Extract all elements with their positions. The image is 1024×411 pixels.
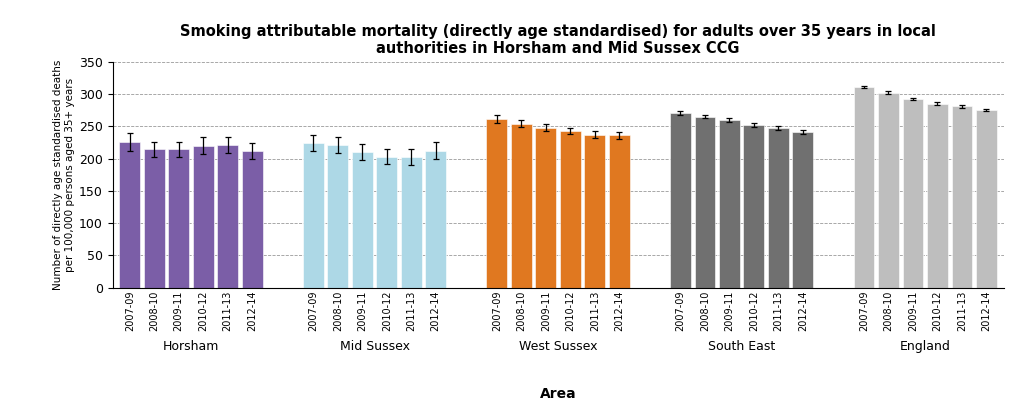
Bar — [902, 99, 924, 288]
Bar — [217, 145, 238, 288]
Bar — [486, 119, 507, 288]
Bar — [879, 92, 899, 288]
Bar — [120, 142, 140, 288]
Text: Horsham: Horsham — [163, 340, 219, 353]
Bar — [768, 128, 788, 288]
Title: Smoking attributable mortality (directly age standardised) for adults over 35 ye: Smoking attributable mortality (directly… — [180, 24, 936, 56]
Bar — [793, 132, 813, 288]
Bar — [425, 151, 446, 288]
Bar — [377, 157, 397, 288]
X-axis label: Area: Area — [540, 386, 577, 401]
Bar — [143, 150, 165, 288]
Bar — [670, 113, 691, 288]
Bar — [854, 87, 874, 288]
Bar — [719, 120, 739, 288]
Bar — [400, 157, 422, 288]
Text: West Sussex: West Sussex — [519, 340, 597, 353]
Bar — [585, 135, 605, 288]
Bar — [352, 152, 373, 288]
Bar — [328, 145, 348, 288]
Bar — [927, 104, 948, 288]
Bar — [511, 124, 531, 288]
Y-axis label: Number of directly age standardised deaths
per 100,000 persons aged 35+ years: Number of directly age standardised deat… — [53, 60, 75, 290]
Bar — [536, 127, 556, 288]
Bar — [168, 150, 189, 288]
Bar — [560, 131, 581, 288]
Bar — [743, 125, 764, 288]
Bar — [242, 151, 262, 288]
Text: England: England — [900, 340, 950, 353]
Bar — [951, 106, 973, 288]
Bar — [193, 145, 214, 288]
Text: Mid Sussex: Mid Sussex — [340, 340, 410, 353]
Bar — [976, 110, 996, 288]
Text: South East: South East — [708, 340, 775, 353]
Bar — [303, 143, 324, 288]
Bar — [694, 117, 716, 288]
Bar — [609, 135, 630, 288]
